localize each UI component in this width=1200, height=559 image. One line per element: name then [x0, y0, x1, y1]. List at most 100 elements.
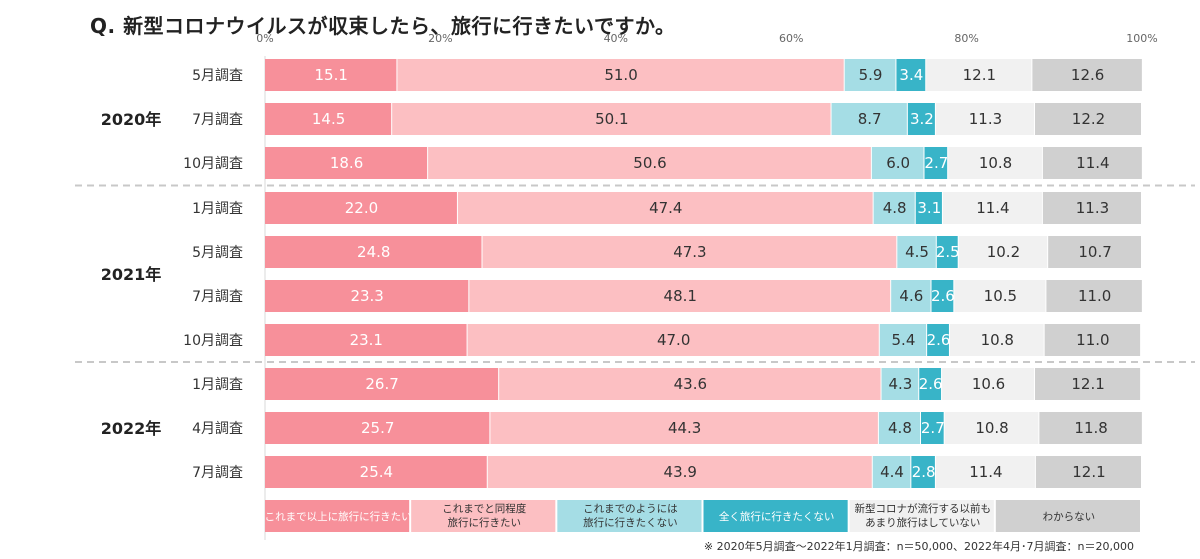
data-label: 11.3	[1076, 199, 1109, 217]
bar-segment	[490, 412, 878, 444]
legend-swatch	[703, 500, 848, 532]
legend-label-line: わからない	[1043, 511, 1096, 523]
data-label: 4.4	[880, 463, 904, 481]
legend-label: 新型コロナが流行する以前もあまり旅行はしていない	[855, 502, 992, 529]
data-label: 11.4	[1076, 154, 1109, 172]
bar-segment	[881, 368, 919, 400]
bar-segment	[891, 280, 931, 312]
bar-segment	[872, 456, 911, 488]
stacked-bar-chart: 0% 20% 40% 60% 80% 100% 15.1 51.0 5.9 3.4 12.1 12.…	[75, 32, 1195, 540]
bar-segment	[1048, 236, 1141, 268]
row-label: 5月調査	[192, 245, 243, 261]
chart-title: Q. 新型コロナウイルスが収束したら、旅行に行きたいですか。	[90, 14, 676, 38]
data-label: 23.1	[350, 331, 383, 349]
bar-segment	[944, 412, 1039, 444]
data-label: 2.7	[921, 419, 945, 437]
x-tick-label: 40%	[604, 32, 628, 45]
legend-label-line: これまで以上に旅行に行きたい	[265, 510, 412, 523]
legend-label-line: 新型コロナが流行する以前も	[855, 502, 992, 515]
legend-label: これまで以上に旅行に行きたい	[265, 510, 412, 523]
data-label: 11.3	[969, 110, 1002, 128]
data-label: 15.1	[315, 66, 348, 84]
x-axis-ticks: 0% 20% 40% 60% 80% 100%	[256, 32, 1157, 45]
data-label: 4.6	[899, 287, 923, 305]
bar-segment	[871, 147, 924, 179]
legend-swatch	[849, 500, 994, 532]
data-label: 24.8	[357, 243, 390, 261]
legend-label-line: 全く旅行に行きたくない	[719, 510, 835, 523]
bar-segment	[1035, 456, 1141, 488]
data-label: 4.3	[888, 375, 912, 393]
bar-segment	[1044, 324, 1141, 356]
legend-swatch	[265, 500, 410, 532]
data-label: 25.4	[360, 463, 393, 481]
bar-segment	[265, 103, 392, 135]
bar-segment	[958, 236, 1048, 268]
data-label: 12.1	[963, 66, 996, 84]
bar-segment	[920, 412, 944, 444]
bar-segment	[924, 147, 948, 179]
data-label: 2.7	[924, 154, 948, 172]
data-label: 11.4	[976, 199, 1009, 217]
data-label: 5.4	[892, 331, 916, 349]
bar-segment	[1042, 147, 1142, 179]
bar-segment	[265, 456, 487, 488]
bar-segment	[936, 236, 958, 268]
legend-label: これまでのようには旅行に行きたくない	[583, 503, 678, 529]
data-label: 44.3	[668, 419, 701, 437]
bar-segment	[927, 324, 949, 356]
data-label: 43.6	[674, 375, 707, 393]
data-label: 5.9	[859, 66, 883, 84]
bar-segment	[931, 280, 954, 312]
data-label: 4.5	[905, 243, 929, 261]
row-label: 1月調査	[192, 377, 243, 393]
bar-segment	[831, 103, 907, 135]
bar-segment	[1035, 368, 1141, 400]
bar-segment	[907, 103, 935, 135]
data-label: 48.1	[664, 287, 697, 305]
data-label: 12.2	[1072, 110, 1105, 128]
data-label: 23.3	[350, 287, 383, 305]
legend-swatch	[557, 500, 702, 532]
row-label: 10月調査	[183, 156, 243, 172]
legend-label-line: 旅行に行きたくない	[583, 516, 678, 529]
bar-segment	[499, 368, 881, 400]
bar-segment	[942, 368, 1035, 400]
legend-label: わからない	[1043, 511, 1096, 523]
row-labels: 5月調査 7月調査 10月調査 1月調査 5月調査 7月調査 10月調査 1月調査 4月調査 7月…	[183, 68, 243, 481]
data-label: 10.5	[984, 287, 1017, 305]
bar-segment	[954, 280, 1046, 312]
bar-segment	[1042, 192, 1141, 224]
bar-segment	[897, 236, 936, 268]
bar-segment	[844, 59, 896, 91]
x-tick-label: 60%	[779, 32, 803, 45]
data-label: 2.6	[927, 331, 951, 349]
bar-segment	[948, 147, 1042, 179]
data-label: 2.6	[919, 375, 943, 393]
x-tick-label: 80%	[954, 32, 978, 45]
bar-segment	[926, 59, 1032, 91]
bar-segment	[911, 456, 935, 488]
bar-segment	[935, 103, 1035, 135]
footnote: ※ 2020年5月調査～2022年1月調査：n＝50,000、2022年4月･7…	[703, 540, 1134, 553]
bar-segment	[265, 324, 467, 356]
data-label: 50.1	[595, 110, 628, 128]
data-label: 8.7	[858, 110, 882, 128]
group-label: 2022年	[101, 419, 162, 438]
bar-segment	[878, 412, 920, 444]
bar-segment	[873, 192, 915, 224]
data-label: 2.8	[912, 463, 936, 481]
data-label: 47.4	[649, 199, 682, 217]
data-label: 51.0	[604, 66, 637, 84]
bar-segment	[265, 412, 490, 444]
data-label: 22.0	[345, 199, 378, 217]
legend-label-line: これまでと同程度	[442, 502, 526, 515]
bar-segment	[896, 59, 926, 91]
bar-segment	[1035, 103, 1141, 135]
data-label: 47.3	[673, 243, 706, 261]
data-label: 12.1	[1071, 375, 1104, 393]
row-label: 7月調査	[192, 112, 243, 128]
row-label: 1月調査	[192, 201, 243, 217]
bar-segment	[265, 59, 397, 91]
x-tick-label: 0%	[256, 32, 273, 45]
